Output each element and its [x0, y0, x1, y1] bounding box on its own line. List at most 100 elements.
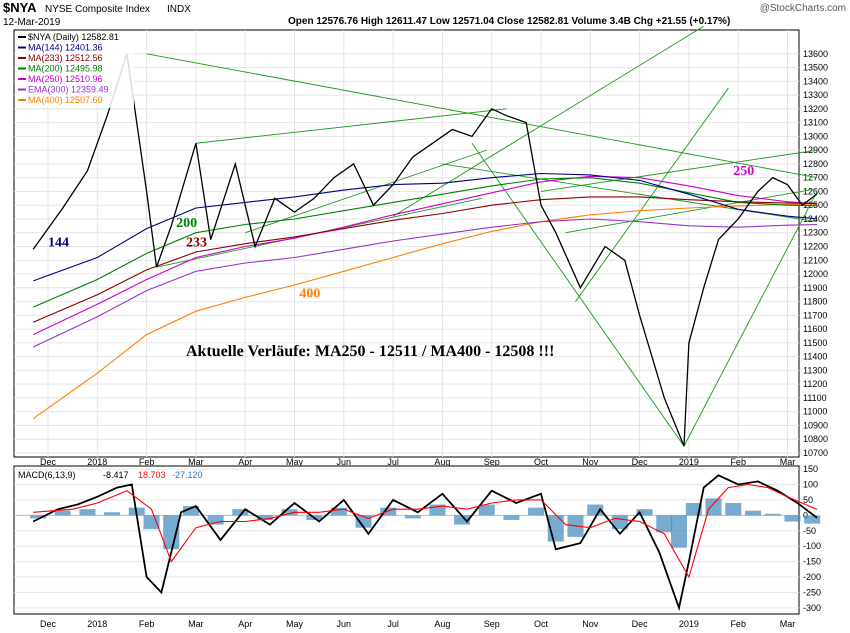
histogram-bar-5	[143, 515, 160, 530]
histogram-bar-26	[636, 509, 653, 516]
histogram-bar-27	[656, 515, 673, 533]
price-month-mar-3: Mar	[188, 457, 204, 467]
macd-tick--50: -50	[803, 526, 816, 536]
label-ma-250: 250	[733, 164, 754, 179]
price-tick-13000: 13000	[803, 131, 828, 141]
watermark: @StockCharts.com	[760, 3, 846, 14]
legend-label-ma-250: MA(250) 12510.96	[28, 74, 103, 84]
ma-labels: 144 233 200 250 400	[48, 164, 754, 302]
series-ma-200	[32, 177, 818, 308]
trendline-9	[683, 191, 818, 447]
price-tick-11200: 11200	[803, 379, 827, 389]
month-axis-price: Dec 2018 Feb Mar Apr May Jun Jul Aug Sep Oct Nov Dec…	[40, 457, 795, 467]
trendline-0	[146, 53, 818, 179]
histogram-bar-6	[163, 515, 180, 550]
price-tick-11500: 11500	[803, 338, 827, 348]
price-tick-12500: 12500	[803, 200, 828, 210]
price-tick-10900: 10900	[803, 420, 828, 430]
legend-label-ema-300: EMA(300) 12359.49	[28, 85, 109, 95]
signal-legend-value: 18.703	[138, 470, 166, 480]
price-tick-13400: 13400	[803, 76, 828, 86]
trendline-7	[575, 87, 729, 302]
histogram-bar-34	[784, 515, 801, 522]
histogram-bar-31	[725, 503, 742, 516]
macd-month-jul-7: Jul	[387, 619, 399, 629]
price-month-jul-7: Jul	[387, 457, 399, 467]
price-tick-11800: 11800	[803, 297, 827, 307]
histogram-bar-29	[685, 503, 702, 516]
macd-month-may-5: May	[286, 619, 304, 629]
histogram-bar-20	[503, 515, 520, 520]
legend-label-ma-400: MA(400) 12507.60	[28, 95, 103, 105]
series-ma-144	[33, 172, 818, 282]
histogram-bar-8	[207, 515, 224, 525]
macd-axis: 150100500-50-100-150-200-250-300	[803, 464, 821, 613]
histogram-bar-32	[744, 510, 761, 516]
macd-month-dec-0: Dec	[40, 619, 57, 629]
symbol: $NYA	[3, 0, 37, 15]
macd-tick-150: 150	[803, 464, 818, 474]
price-tick-13600: 13600	[803, 49, 828, 59]
price-tick-13300: 13300	[803, 90, 828, 100]
histogram-bar-13	[330, 507, 347, 516]
month-axis-macd: Dec 2018 Feb Mar Apr May Jun Jul Aug Sep Oct Nov Dec…	[40, 619, 795, 629]
legend-label-ma-144: MA(144) 12401.36	[28, 43, 103, 53]
trendline-3	[245, 149, 487, 234]
macd-month-mar-15: Mar	[780, 619, 796, 629]
macd-legend: MACD(6,13,9) -8.417 18.703 -27.120	[18, 470, 203, 480]
histogram-bar-9	[232, 509, 249, 516]
price-tick-11300: 11300	[803, 365, 827, 375]
price-panel	[13, 29, 800, 458]
ohlc-summary: Open 12576.76 High 12611.47 Low 12571.04…	[288, 16, 730, 27]
macd-month-dec-12: Dec	[632, 619, 649, 629]
histogram-bar-0	[30, 515, 47, 519]
histogram-bar-24	[587, 504, 604, 516]
label-ma-233: 233	[186, 236, 207, 251]
price-month-2018-1: 2018	[87, 457, 107, 467]
price-tick-11700: 11700	[803, 310, 827, 320]
histogram-bar-11	[281, 509, 298, 516]
macd-tick--200: -200	[803, 572, 821, 582]
price-tick-11900: 11900	[803, 283, 827, 293]
histogram-bar-19	[478, 504, 495, 516]
macd-histogram	[30, 498, 821, 550]
price-month-aug-8: Aug	[434, 457, 450, 467]
macd-month-sep-9: Sep	[484, 619, 500, 629]
histogram-bar-1	[54, 510, 71, 516]
label-ma-200: 200	[176, 216, 197, 231]
price-tick-12200: 12200	[803, 242, 828, 252]
macd-month-2019-13: 2019	[679, 619, 699, 629]
histogram-bar-16	[404, 515, 421, 519]
macd-month-oct-10: Oct	[534, 619, 549, 629]
macd-month-aug-8: Aug	[434, 619, 450, 629]
price-tick-12000: 12000	[803, 269, 828, 279]
series-ma-250	[32, 175, 818, 336]
label-ma-144: 144	[48, 236, 69, 251]
price-tick-13500: 13500	[803, 63, 828, 73]
macd-tick-100: 100	[803, 480, 818, 490]
macd-month-feb-2: Feb	[139, 619, 155, 629]
macd-tick--150: -150	[803, 557, 821, 567]
histogram-bar-28	[671, 515, 688, 548]
macd-month-nov-11: Nov	[582, 619, 599, 629]
price-month-jun-6: Jun	[337, 457, 352, 467]
legend-label-ma-233: MA(233) 12512.56	[28, 53, 103, 63]
price-month-dec-0: Dec	[40, 457, 57, 467]
price-month-feb-2: Feb	[139, 457, 155, 467]
histogram-bar-3	[104, 512, 121, 516]
series-ma-400	[32, 203, 818, 420]
index-name: NYSE Composite Index	[45, 4, 150, 15]
histogram-bar-10	[256, 515, 273, 520]
price-axis: 10700 10800 10900 11000 11100 11200 11300 11400…	[803, 49, 828, 458]
price-tick-11600: 11600	[803, 324, 827, 334]
histogram-bar-2	[79, 509, 96, 516]
price-month-may-5: May	[286, 457, 304, 467]
chart-date: 12-Mar-2019	[3, 17, 61, 28]
macd-month-apr-4: Apr	[238, 619, 252, 629]
price-month-oct-10: Oct	[534, 457, 549, 467]
macd-series-macd	[32, 474, 818, 612]
trendline-2	[195, 108, 507, 144]
macd-tick--300: -300	[803, 603, 821, 613]
